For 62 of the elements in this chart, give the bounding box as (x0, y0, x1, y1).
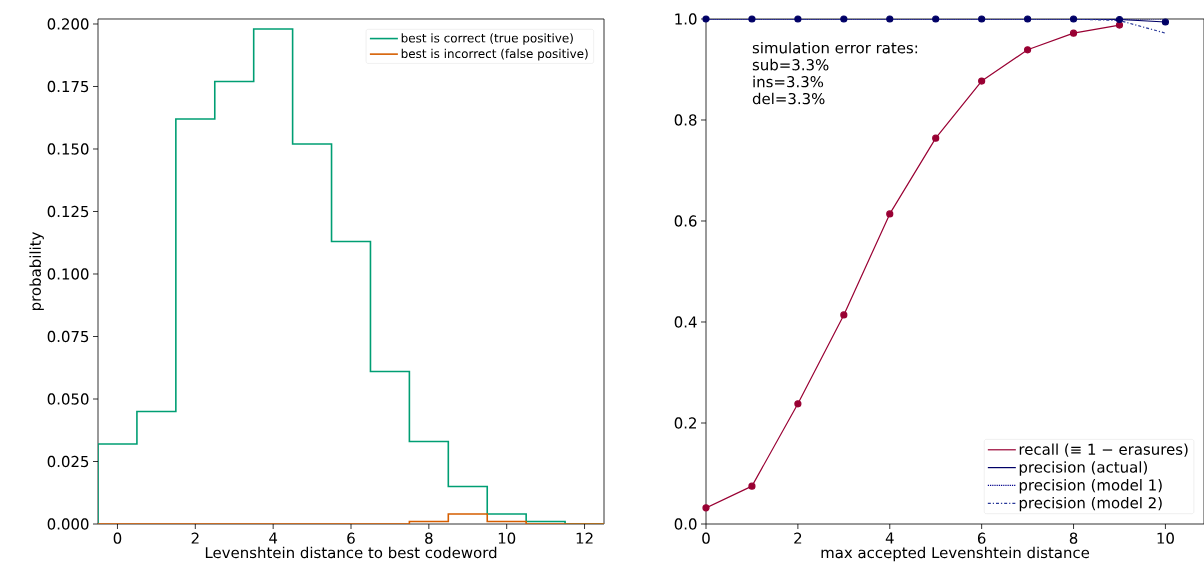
point (1115, 21, 1124, 29)
point (1023, 46, 1032, 54)
x-tick-label: 10 (1157, 532, 1174, 544)
point (794, 15, 802, 23)
point (1069, 29, 1078, 37)
y-tick-label: 0.200 (47, 18, 89, 30)
point (1023, 15, 1032, 23)
x-tick-label: 6 (347, 532, 355, 544)
x-tick-label: 8 (1069, 532, 1078, 544)
point (702, 15, 710, 23)
point (1115, 15, 1124, 24)
legend-label: precision (actual) (1019, 461, 1147, 476)
legend-label: best is correct (true positive) (401, 33, 573, 45)
x-tick-label: 12 (576, 532, 593, 544)
y-tick-label: 0.025 (47, 455, 89, 468)
point (748, 15, 756, 23)
x-tick-label: 0 (702, 532, 710, 544)
point (840, 311, 848, 319)
legend-label: recall (≡ 1 − erasures) (1019, 443, 1188, 457)
x-tick-label: 0 (113, 532, 122, 544)
legend-label: best is incorrect (false positive) (401, 48, 588, 61)
point (886, 210, 894, 218)
point (1161, 18, 1170, 26)
x-tick-label: 6 (977, 532, 986, 544)
legend-label: precision (model 1) (1019, 479, 1162, 494)
y-tick-label: 0.2 (674, 417, 696, 429)
point (702, 504, 710, 512)
y-tick-label: 0.0 (674, 518, 697, 530)
x-axis-title: max accepted Levenshtein distance (821, 546, 1090, 562)
annotation: sub=3.3% (752, 58, 829, 71)
point (932, 134, 940, 142)
point (886, 15, 894, 23)
annotation: simulation error rates: (752, 41, 918, 54)
point (978, 15, 986, 23)
point (794, 400, 802, 408)
y-axis-title: probability (29, 232, 44, 311)
point (748, 482, 756, 490)
y-tick-label: 0.150 (47, 143, 89, 155)
annotation: del=3.3% (752, 92, 825, 105)
point (1069, 15, 1078, 23)
y-tick-label: 0.075 (47, 330, 89, 343)
x-tick-label: 2 (794, 532, 802, 544)
x-tick-label: 2 (191, 532, 199, 544)
x-tick-label: 4 (885, 532, 894, 544)
point (978, 77, 986, 85)
y-tick-label: 0.050 (47, 393, 89, 405)
y-tick-label: 0.125 (47, 205, 89, 218)
y-tick-label: 0.4 (674, 316, 697, 328)
y-tick-label: 0.8 (674, 114, 697, 126)
y-tick-label: 1.0 (675, 13, 697, 25)
point (932, 15, 940, 23)
legend-label: precision (model 2) (1019, 496, 1162, 512)
y-tick-label: 0.000 (47, 518, 89, 530)
x-tick-label: 8 (425, 532, 433, 544)
point (840, 15, 848, 23)
x-axis-title: Levenshtein distance to best codeword (205, 546, 497, 559)
y-tick-label: 0.175 (47, 80, 89, 93)
annotation: ins=3.3% (753, 75, 824, 88)
y-tick-label: 0.6 (674, 215, 697, 227)
y-tick-label: 0.100 (47, 268, 89, 280)
x-tick-label: 4 (269, 532, 278, 544)
x-tick-label: 10 (498, 532, 516, 544)
